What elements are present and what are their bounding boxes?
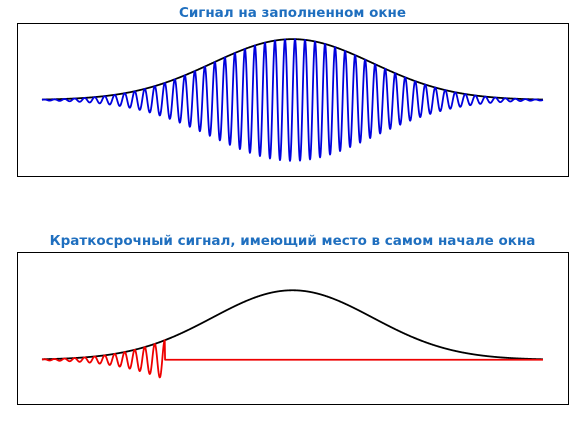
top-chart-frame: [17, 23, 569, 177]
bottom-signal-line: [41, 339, 544, 379]
bottom-chart-frame: [17, 252, 569, 405]
bottom-window-envelope-line: [41, 289, 544, 361]
bottom-chart-title: Краткосрочный сигнал, имеющий место в са…: [49, 233, 536, 249]
top-signal-line: [41, 38, 544, 162]
top-chart-title: Сигнал на заполненном окне: [178, 5, 407, 21]
